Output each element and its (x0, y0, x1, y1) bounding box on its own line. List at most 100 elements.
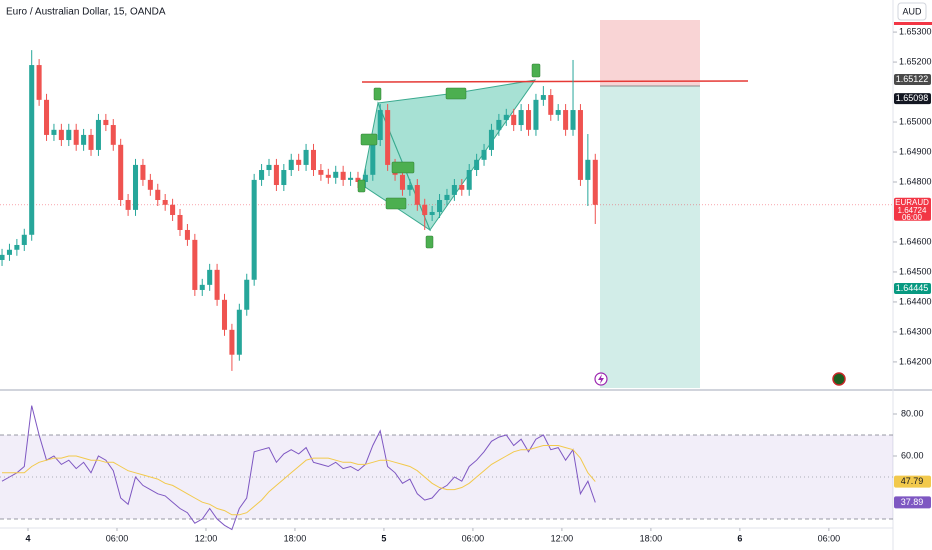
y-tick-label: 1.64500 (899, 266, 932, 276)
candle-body (296, 159, 302, 165)
y-tick-label: 1.65300 (899, 26, 932, 36)
y-tick-label: 60.00 (901, 450, 924, 460)
candle-body (348, 177, 354, 180)
candle-body (444, 194, 450, 200)
candle-body (88, 134, 94, 150)
symbol-badge (894, 197, 931, 221)
price-badge (894, 73, 931, 85)
target-zone (600, 86, 700, 388)
candle-body (66, 129, 72, 141)
candle-body (199, 284, 205, 290)
y-tick-label: 1.64900 (899, 146, 932, 156)
candle-body (103, 119, 109, 126)
candle-body (29, 65, 35, 235)
candle-body (36, 65, 42, 100)
candle-body (81, 134, 87, 145)
candle-body (518, 110, 524, 126)
x-tick-label: 06:00 (462, 533, 485, 543)
candles (0, 50, 893, 371)
point-a (373, 87, 382, 101)
x-tick-label: 06:00 (818, 533, 841, 543)
candle-body (318, 170, 324, 175)
candle-body (162, 199, 168, 205)
candle-body (184, 229, 190, 240)
candle-body (236, 309, 242, 355)
candle-body (273, 164, 279, 186)
candle-body (140, 164, 146, 180)
x-tick-label: 12:00 (195, 533, 218, 543)
alert-bolt (598, 374, 604, 384)
rsi-ma-line (2, 445, 596, 516)
candle-body (496, 119, 502, 130)
candle-body (548, 95, 554, 115)
candle-body (6, 249, 12, 255)
candle-body (95, 119, 101, 150)
candle-body (58, 129, 64, 141)
candle-body (192, 239, 198, 290)
candle-body (110, 125, 116, 145)
currency: AUD (902, 6, 922, 16)
candle-body (310, 149, 317, 171)
y-tick-label: 1.64300 (899, 326, 932, 336)
price-badge (894, 496, 931, 509)
y-tick-label: 1.64800 (899, 176, 932, 186)
candle-body (503, 114, 509, 120)
x-tick-label: 12:00 (551, 533, 574, 543)
price-badge-label: 1.65122 (896, 74, 929, 84)
candle-body (355, 177, 361, 183)
ratio-xb (360, 133, 378, 146)
ratio-ab (445, 87, 467, 100)
currency-box[interactable] (897, 2, 927, 21)
candle-body (466, 170, 472, 190)
stop-zone (600, 20, 700, 86)
stop-badge-edge (894, 22, 932, 25)
candle-body (340, 171, 346, 180)
x-tick-label: 18:00 (640, 533, 663, 543)
candle-body (325, 174, 331, 178)
candle-body (288, 159, 294, 171)
candle-body (488, 129, 494, 150)
x-tick-label: 4 (25, 533, 30, 543)
price-badge-label: 1.65098 (896, 93, 929, 103)
candle-body (563, 110, 569, 130)
ratio-xd (385, 197, 407, 210)
candle-body (592, 159, 598, 205)
rsi-band (0, 435, 893, 519)
candle-body (555, 110, 561, 115)
candle-body (177, 214, 183, 230)
candle-body (399, 174, 405, 190)
candle-body (422, 204, 428, 215)
candle-body (229, 329, 235, 355)
candle-body (73, 129, 79, 145)
candle-body (577, 110, 583, 180)
y-tick-label: 80.00 (901, 408, 924, 418)
candle-body (437, 199, 443, 212)
candle-body (540, 95, 546, 100)
candle-body (207, 269, 213, 285)
price-badge (894, 282, 931, 294)
candle-body (303, 149, 309, 165)
candle-body (155, 189, 161, 200)
point-d (531, 63, 541, 78)
candle-body (214, 269, 220, 300)
price-badge-label: 37.89 (901, 497, 924, 507)
candle-body (429, 211, 435, 215)
x-tick-label: 5 (381, 533, 386, 543)
countdown-label: 06:00 (902, 213, 923, 222)
y-tick-label: 1.65200 (899, 56, 932, 66)
point-x (357, 179, 366, 193)
x-tick-label: 06:00 (106, 533, 129, 543)
candle-body (526, 110, 532, 130)
candle-body (407, 185, 413, 190)
candle-body (474, 159, 480, 171)
candle-body (333, 171, 339, 178)
candle-body (281, 170, 287, 186)
candle-body (244, 279, 250, 310)
event-icon[interactable] (832, 372, 846, 386)
candle-body (459, 185, 465, 190)
price-badge-label: 1.64445 (896, 283, 929, 293)
candle-body (170, 204, 176, 215)
candle-body (125, 199, 131, 210)
x-tick-label: 6 (737, 533, 742, 543)
y-tick-label: 1.64400 (899, 296, 932, 306)
